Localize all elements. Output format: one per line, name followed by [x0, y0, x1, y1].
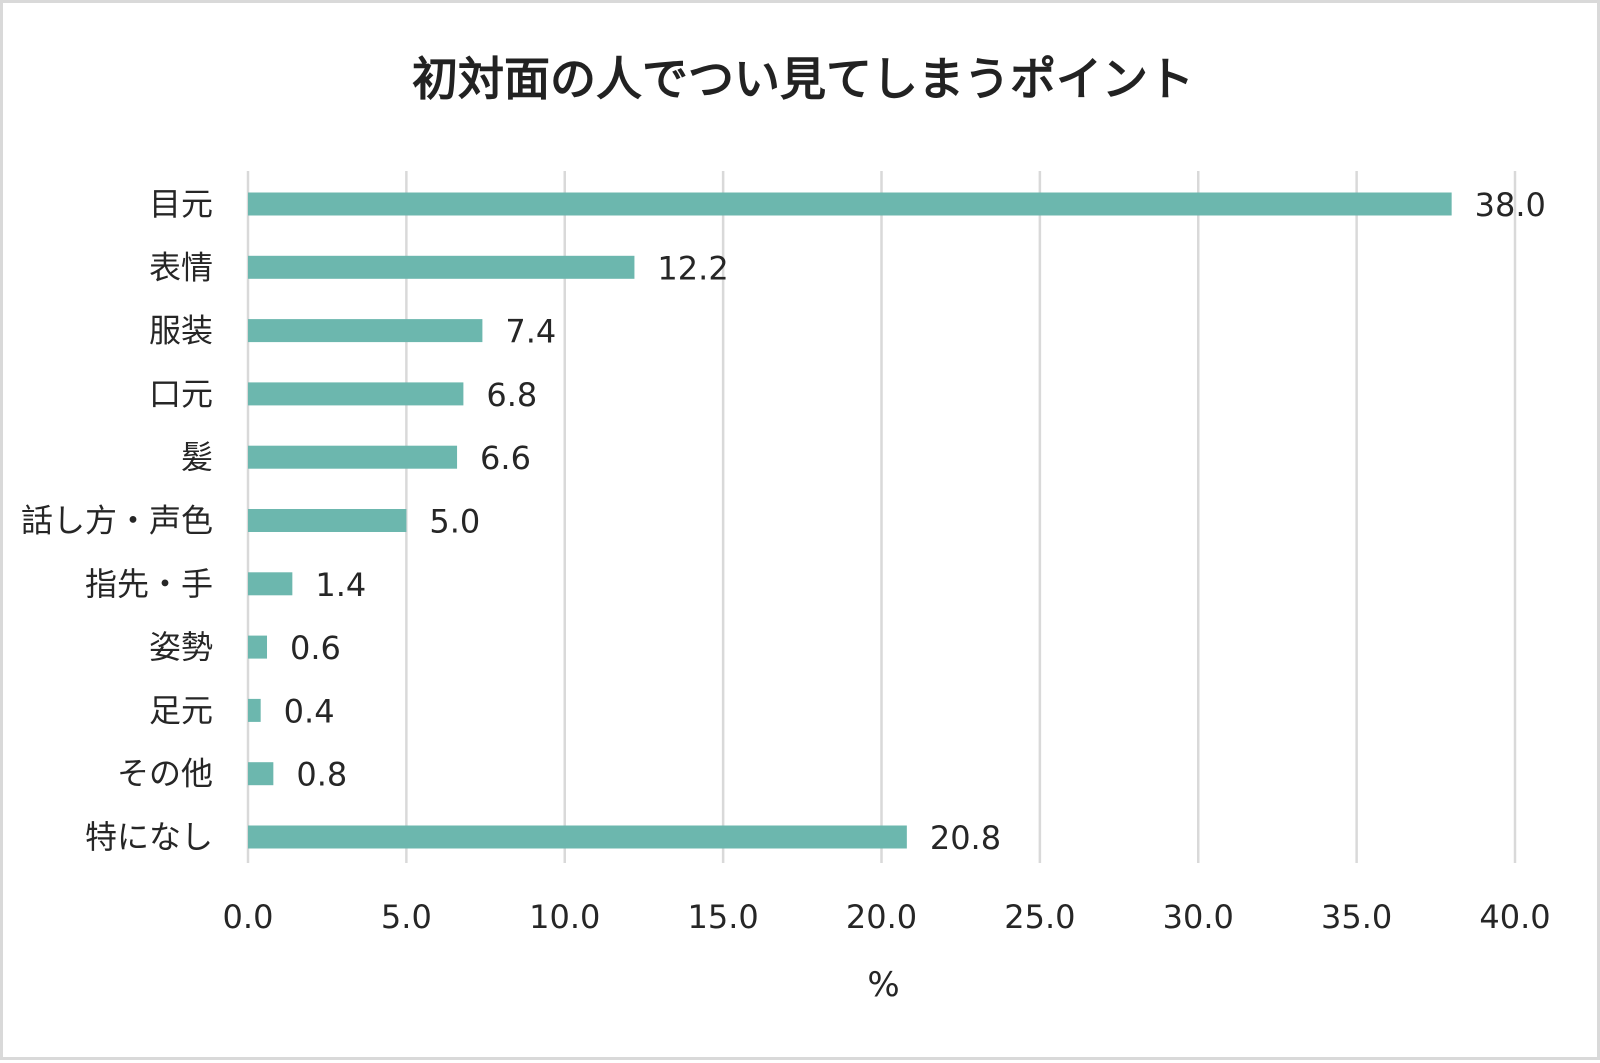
data-label: 6.6: [480, 439, 531, 477]
category-label: 話し方・声色: [21, 502, 213, 540]
data-label: 12.2: [657, 249, 728, 287]
category-label: 姿勢: [149, 628, 213, 666]
category-label: 口元: [149, 375, 213, 413]
x-axis-title: %: [867, 965, 899, 1005]
labels: 0.0 5.0 10.0 15.0 20.0 25.0 30.0 35.0 40.0 目元 38.0…: [21, 185, 1551, 1005]
bar: [248, 382, 464, 406]
category-label: 目元: [149, 185, 213, 223]
x-tick-label: 15.0: [688, 898, 759, 936]
x-tick-label: 40.0: [1479, 898, 1550, 936]
category-label: 服装: [149, 312, 213, 350]
data-label: 5.0: [429, 503, 480, 541]
data-label: 1.4: [315, 566, 366, 604]
bar-chart: 0.0 5.0 10.0 15.0 20.0 25.0 30.0 35.0 40.0 目元 38.0…: [21, 171, 1551, 1005]
bar: [248, 762, 274, 786]
bars: [248, 192, 1452, 849]
data-label: 0.4: [284, 692, 335, 730]
bar: [248, 445, 458, 469]
category-label: 足元: [149, 691, 213, 729]
category-label: 指先・手: [85, 565, 213, 603]
bar: [248, 509, 407, 532]
x-tick-label: 20.0: [846, 898, 917, 936]
bar: [248, 825, 907, 849]
data-label: 0.8: [296, 756, 347, 794]
data-label: 0.6: [290, 629, 341, 667]
data-label: 6.8: [486, 376, 537, 414]
x-tick-label: 0.0: [223, 898, 274, 936]
category-label: 特になし: [85, 818, 213, 856]
chart-title: 初対面の人でつい見てしまうポイント: [412, 52, 1194, 106]
bar: [248, 319, 483, 343]
x-tick-label: 30.0: [1163, 898, 1234, 936]
data-label: 7.4: [505, 313, 556, 351]
x-tick-label: 25.0: [1004, 898, 1075, 936]
category-label: 表情: [149, 248, 213, 286]
bar: [248, 635, 268, 659]
x-tick-label: 10.0: [529, 898, 600, 936]
bar: [248, 255, 635, 279]
data-label: 20.8: [930, 819, 1001, 857]
data-label: 38.0: [1475, 186, 1546, 224]
bar: [248, 572, 293, 596]
x-tick-label: 35.0: [1321, 898, 1392, 936]
category-label: その他: [117, 755, 213, 793]
bar: [248, 192, 1452, 216]
category-label: 髪: [181, 438, 213, 476]
bar: [248, 698, 261, 722]
x-tick-label: 5.0: [381, 898, 432, 936]
